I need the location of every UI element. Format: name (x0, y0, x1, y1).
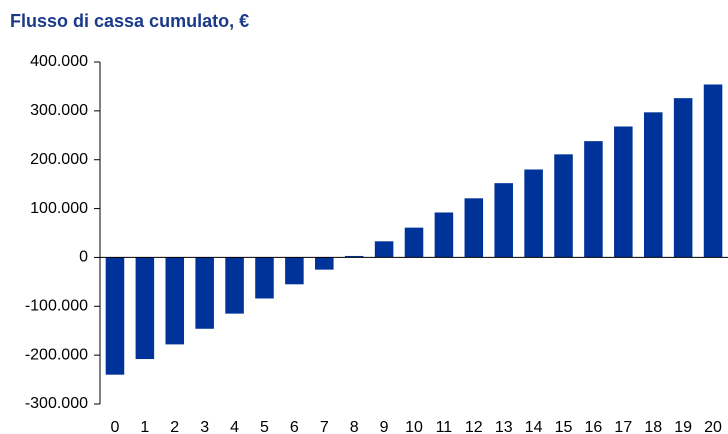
bar (374, 241, 394, 258)
bar (554, 154, 573, 258)
y-tick-label: 200.000 (30, 151, 88, 168)
y-tick-label: -200.000 (25, 346, 88, 363)
bar (614, 126, 633, 258)
bar (464, 198, 484, 258)
bar (643, 112, 663, 258)
x-tick-label: 14 (525, 419, 543, 434)
bar (135, 257, 155, 360)
bar (255, 257, 274, 299)
bar (434, 212, 454, 258)
y-tick-label: -300.000 (25, 395, 88, 412)
chart-title: Flusso di cassa cumulato, € (10, 11, 249, 31)
bar (195, 257, 214, 329)
x-tick-label: 17 (614, 419, 632, 434)
x-tick-label: 1 (140, 419, 149, 434)
bar (404, 227, 424, 258)
bar (703, 84, 723, 258)
x-tick-label: 20 (704, 419, 722, 434)
bar (105, 257, 125, 375)
bar (285, 257, 304, 285)
x-tick-label: 8 (350, 419, 359, 434)
bar (524, 169, 543, 258)
x-tick-label: 6 (290, 419, 299, 434)
bar (315, 257, 334, 270)
y-tick-label: 100.000 (30, 200, 88, 217)
x-tick-label: 16 (585, 419, 603, 434)
bar (165, 257, 185, 345)
x-tick-label: 7 (320, 419, 329, 434)
x-tick-label: 12 (465, 419, 483, 434)
bar (584, 141, 603, 258)
x-tick-label: 0 (110, 419, 119, 434)
y-tick-label: 400.000 (30, 53, 88, 70)
x-tick-label: 19 (674, 419, 692, 434)
x-tick-label: 9 (380, 419, 389, 434)
y-tick-label: 0 (79, 249, 88, 266)
x-tick-label: 13 (495, 419, 513, 434)
bar (344, 255, 364, 258)
y-tick-label: -100.000 (25, 298, 88, 315)
bar (673, 98, 693, 258)
bar (494, 183, 513, 258)
x-tick-label: 2 (170, 419, 179, 434)
x-tick-label: 10 (405, 419, 423, 434)
bar (225, 257, 244, 314)
x-tick-label: 11 (436, 419, 453, 434)
x-tick-label: 15 (555, 419, 573, 434)
x-tick-label: 4 (230, 419, 239, 434)
x-tick-label: 3 (200, 419, 209, 434)
x-tick-label: 18 (644, 419, 662, 434)
y-tick-label: 300.000 (30, 102, 88, 119)
x-tick-label: 5 (260, 419, 269, 434)
